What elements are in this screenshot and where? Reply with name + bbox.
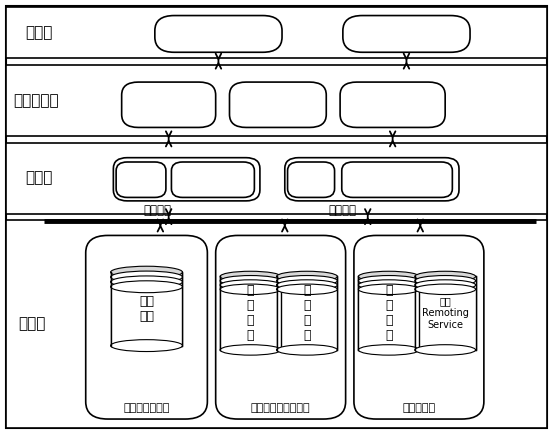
Bar <box>6 220 547 428</box>
Ellipse shape <box>276 276 337 286</box>
FancyBboxPatch shape <box>288 162 335 197</box>
Ellipse shape <box>220 271 281 282</box>
FancyBboxPatch shape <box>116 162 166 197</box>
Ellipse shape <box>111 266 182 278</box>
Bar <box>415 276 476 350</box>
Text: 组态
Remoting
Service: 组态 Remoting Service <box>422 297 468 330</box>
Text: 实时数据: 实时数据 <box>329 204 357 217</box>
Ellipse shape <box>358 271 419 282</box>
Ellipse shape <box>220 280 281 290</box>
Text: 关系数据服务器: 关系数据服务器 <box>123 403 170 413</box>
Text: 企业门户: 企业门户 <box>390 27 423 41</box>
FancyBboxPatch shape <box>285 158 459 201</box>
FancyBboxPatch shape <box>342 162 452 197</box>
Text: 关系数据: 关系数据 <box>144 204 171 217</box>
Ellipse shape <box>358 276 419 286</box>
Ellipse shape <box>415 280 476 290</box>
Text: 组态工具: 组态工具 <box>202 27 235 41</box>
Text: RemotingService: RemotingService <box>341 173 453 186</box>
Ellipse shape <box>276 345 337 355</box>
FancyBboxPatch shape <box>354 235 484 419</box>
Ellipse shape <box>415 276 476 286</box>
Ellipse shape <box>111 276 182 288</box>
Ellipse shape <box>111 281 182 293</box>
Ellipse shape <box>276 271 337 282</box>
Text: 数据传输模块: 数据传输模块 <box>192 173 234 186</box>
Ellipse shape <box>111 340 182 352</box>
Ellipse shape <box>220 284 281 295</box>
Text: 历
史
数
据: 历 史 数 据 <box>303 284 311 342</box>
Bar <box>358 276 419 350</box>
FancyBboxPatch shape <box>171 162 254 197</box>
Text: SQL: SQL <box>128 173 154 186</box>
Bar <box>276 276 337 349</box>
FancyBboxPatch shape <box>113 158 260 201</box>
Ellipse shape <box>358 284 419 295</box>
Text: 业务逻辑层: 业务逻辑层 <box>13 93 59 108</box>
Bar <box>111 272 182 345</box>
Ellipse shape <box>276 280 337 290</box>
Bar <box>111 272 182 346</box>
Text: 组态
文件: 组态 文件 <box>139 295 154 323</box>
Ellipse shape <box>358 345 419 355</box>
Ellipse shape <box>358 280 419 290</box>
Ellipse shape <box>220 276 281 286</box>
Text: 组态图展示
插件: 组态图展示 插件 <box>374 91 411 119</box>
Text: 数据层: 数据层 <box>18 317 46 331</box>
FancyBboxPatch shape <box>155 16 282 52</box>
Text: JavaScript
脚本控制: JavaScript 脚本控制 <box>242 91 314 119</box>
Text: 组态页面
展示: 组态页面 展示 <box>154 91 184 119</box>
Text: API: API <box>300 173 322 186</box>
Bar <box>220 276 281 350</box>
Ellipse shape <box>220 345 281 355</box>
FancyBboxPatch shape <box>340 82 445 127</box>
Text: 通信层: 通信层 <box>25 171 53 185</box>
Bar <box>220 276 281 349</box>
Bar <box>415 276 476 349</box>
Text: 企
业
门
户: 企 业 门 户 <box>385 284 393 342</box>
FancyBboxPatch shape <box>343 16 470 52</box>
Text: 实
时
数
据: 实 时 数 据 <box>247 284 254 342</box>
Bar <box>276 276 337 350</box>
Bar <box>358 276 419 349</box>
Text: 时间序列数据服务器: 时间序列数据服务器 <box>251 403 310 413</box>
Bar <box>6 65 547 136</box>
Bar <box>6 7 547 58</box>
Ellipse shape <box>415 345 476 355</box>
Text: 表现层: 表现层 <box>25 25 53 40</box>
Ellipse shape <box>111 271 182 283</box>
Ellipse shape <box>415 284 476 295</box>
FancyBboxPatch shape <box>229 82 326 127</box>
Ellipse shape <box>415 271 476 282</box>
FancyBboxPatch shape <box>122 82 216 127</box>
Text: 应用服务器: 应用服务器 <box>403 403 435 413</box>
FancyBboxPatch shape <box>216 235 346 419</box>
Ellipse shape <box>276 284 337 295</box>
Bar <box>6 143 547 214</box>
FancyBboxPatch shape <box>86 235 207 419</box>
